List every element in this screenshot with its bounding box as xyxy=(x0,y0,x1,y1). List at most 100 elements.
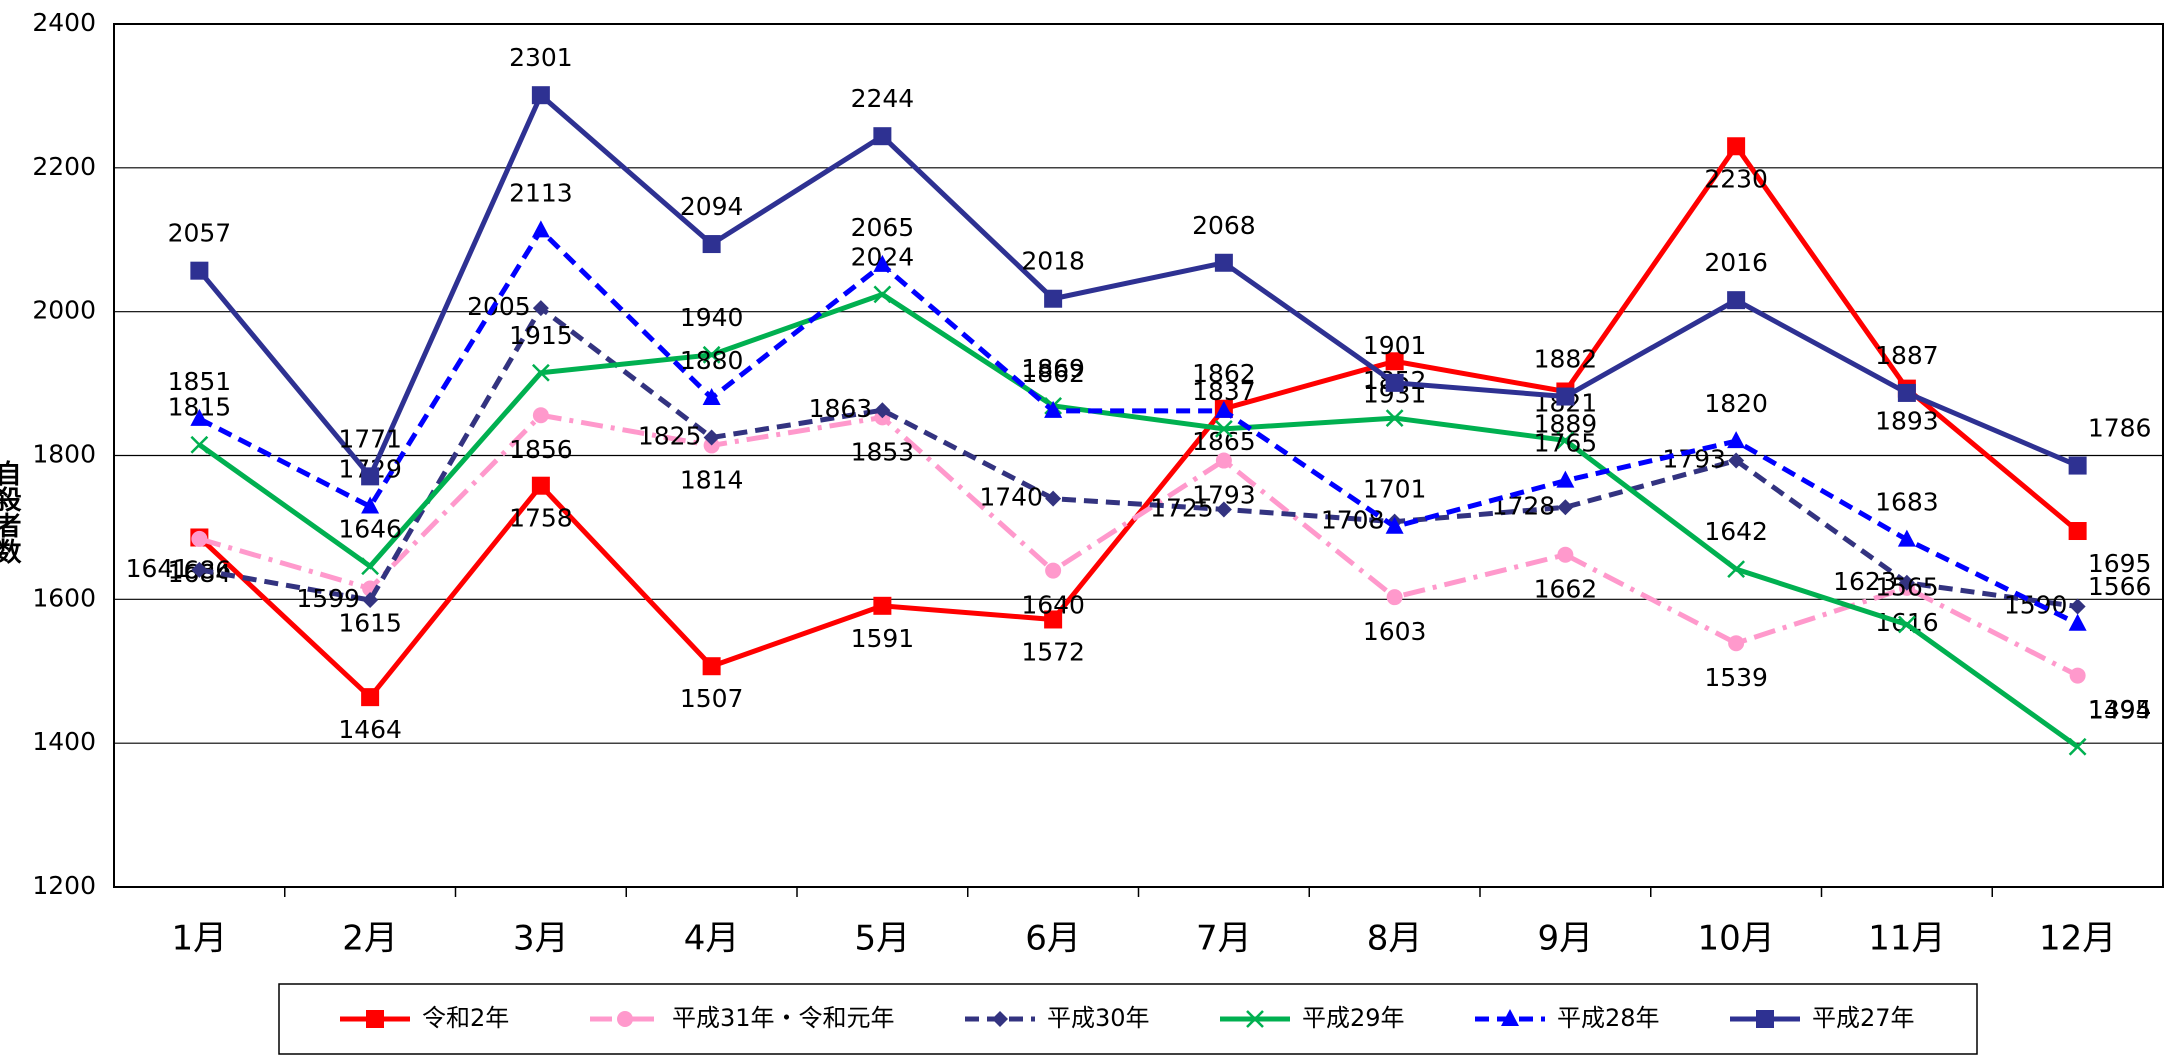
data-label: 2301 xyxy=(509,43,573,72)
legend-marker xyxy=(1246,1010,1264,1028)
legend-label: 平成29年 xyxy=(1302,1004,1405,1032)
data-label: 1825 xyxy=(638,422,702,451)
legend-label: 平成27年 xyxy=(1812,1004,1915,1032)
data-label: 1865 xyxy=(1192,427,1256,456)
data-label: 1395 xyxy=(2088,695,2152,724)
point xyxy=(1385,516,1404,534)
data-label: 1851 xyxy=(168,367,232,396)
point xyxy=(361,496,380,514)
y-axis-title: 自殺者数 xyxy=(0,459,21,565)
point xyxy=(190,408,209,426)
data-label: 1901 xyxy=(1363,331,1427,360)
data-label: 1862 xyxy=(1192,359,1256,388)
point xyxy=(873,596,892,615)
point xyxy=(531,86,550,105)
data-label: 1615 xyxy=(338,609,402,638)
data-label: 1623 xyxy=(1833,567,1897,596)
legend-label: 令和2年 xyxy=(422,1004,509,1032)
y-tick-label: 1600 xyxy=(32,583,96,612)
data-label: 1814 xyxy=(680,465,744,494)
legend-marker xyxy=(366,1010,384,1028)
point xyxy=(1557,499,1574,516)
data-label: 2005 xyxy=(467,292,531,321)
data-label: 1642 xyxy=(1704,517,1768,546)
point xyxy=(2068,522,2087,541)
y-tick-label: 1400 xyxy=(32,727,96,756)
legend-marker xyxy=(617,1011,633,1027)
x-tick-label: 10月 xyxy=(1697,919,1774,959)
point xyxy=(702,387,721,405)
point xyxy=(1385,373,1404,392)
point xyxy=(191,530,208,547)
x-tick-label: 5月 xyxy=(855,919,911,959)
point xyxy=(1728,452,1745,469)
data-label: 1863 xyxy=(809,394,873,423)
data-label: 1740 xyxy=(979,483,1043,512)
point xyxy=(1897,615,1916,634)
data-label: 1603 xyxy=(1363,617,1427,646)
point xyxy=(532,407,549,424)
data-label: 2018 xyxy=(1021,247,1085,276)
x-tick-label: 7月 xyxy=(1196,919,1252,959)
point xyxy=(1897,529,1916,547)
point xyxy=(1214,400,1233,418)
point xyxy=(702,345,721,364)
data-label: 1887 xyxy=(1875,341,1939,370)
x-tick-label: 9月 xyxy=(1538,919,1594,959)
data-label: 2068 xyxy=(1192,211,1256,240)
legend-label: 平成28年 xyxy=(1557,1004,1660,1032)
point xyxy=(1386,589,1403,606)
data-label: 1771 xyxy=(338,424,402,453)
data-label: 1820 xyxy=(1704,389,1768,418)
y-tick-label: 2400 xyxy=(32,8,96,37)
point xyxy=(1385,352,1404,371)
y-tick-label: 2200 xyxy=(32,152,96,181)
point xyxy=(361,557,380,576)
point xyxy=(362,592,379,609)
point xyxy=(1556,470,1575,488)
point xyxy=(361,467,380,486)
data-label: 1695 xyxy=(2088,549,2152,578)
series-line xyxy=(198,412,2079,678)
point xyxy=(361,688,380,707)
series-line xyxy=(197,291,2080,749)
data-label: 1572 xyxy=(1021,637,1085,666)
legend-marker xyxy=(1756,1010,1774,1028)
y-tick-label: 2000 xyxy=(32,296,96,325)
series: 1815164619151940202418691837185218211642… xyxy=(168,242,2152,756)
legend-box xyxy=(278,983,1978,1055)
point xyxy=(1556,431,1575,450)
data-label: 1701 xyxy=(1363,475,1427,504)
series: 1684161518561814185316401793160316621539… xyxy=(168,407,2151,725)
data-label: 1464 xyxy=(338,715,402,744)
point xyxy=(702,657,721,676)
data-label: 1640 xyxy=(1021,591,1085,620)
data-label: 1539 xyxy=(1704,663,1768,692)
data-label: 1646 xyxy=(338,514,402,543)
point xyxy=(1214,420,1233,438)
point xyxy=(1215,452,1232,469)
legend-marker xyxy=(1501,1009,1519,1026)
legend-label: 平成30年 xyxy=(1047,1004,1150,1032)
data-label: 1853 xyxy=(851,437,915,466)
point xyxy=(2069,598,2086,615)
point xyxy=(702,235,721,254)
point xyxy=(703,429,720,446)
data-label: 1856 xyxy=(509,435,573,464)
data-label: 2094 xyxy=(680,192,744,221)
point xyxy=(1727,560,1746,579)
data-label: 1880 xyxy=(680,346,744,375)
point xyxy=(1728,635,1745,652)
data-label: 1599 xyxy=(296,584,360,613)
data-label: 1566 xyxy=(2088,572,2152,601)
data-label: 2113 xyxy=(509,178,573,207)
point xyxy=(2068,613,2087,631)
series-line xyxy=(197,91,2079,482)
point xyxy=(190,435,209,454)
point xyxy=(531,476,550,495)
data-label: 1641 xyxy=(126,554,190,583)
series: 1851172921131880206518621862170117651820… xyxy=(168,178,2152,631)
point xyxy=(1557,546,1574,563)
